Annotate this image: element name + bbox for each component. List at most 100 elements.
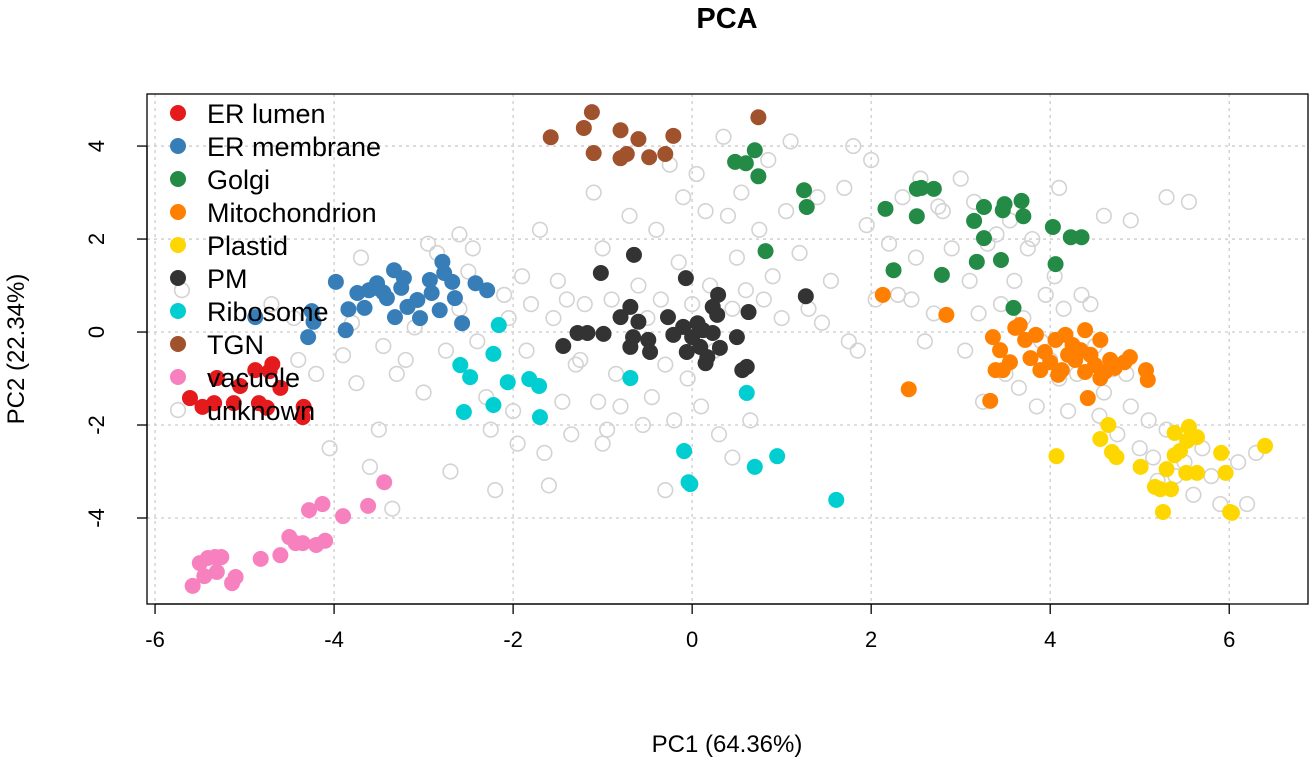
data-point: [677, 270, 694, 287]
data-point: [738, 358, 755, 375]
data-point: [836, 179, 853, 197]
data-point: [227, 569, 244, 586]
data-point: [1239, 495, 1256, 513]
data-point: [1145, 449, 1162, 466]
data-point: [934, 203, 951, 220]
data-point: [894, 189, 911, 206]
data-point: [908, 208, 925, 225]
data-point: [1092, 430, 1109, 447]
data-point: [1022, 350, 1039, 367]
data-point: [711, 339, 728, 356]
data-point: [499, 374, 516, 391]
data-point: [594, 435, 611, 452]
data-point: [733, 184, 750, 201]
data-point: [585, 145, 602, 162]
data-point: [272, 547, 289, 564]
data-point: [1051, 179, 1068, 197]
data-point: [874, 286, 891, 303]
data-point: [335, 508, 352, 525]
data-point: [352, 249, 370, 266]
data-point: [575, 119, 592, 136]
data-point: [845, 137, 862, 155]
data-point: [301, 502, 318, 519]
data-point: [863, 151, 880, 169]
data-point: [549, 272, 566, 289]
data-point: [719, 207, 737, 224]
data-point: [1222, 503, 1239, 520]
series-golgi: [727, 142, 1090, 316]
y-tick-label: -2: [84, 415, 109, 435]
data-point: [1079, 390, 1096, 407]
data-point: [542, 129, 559, 146]
data-point: [462, 369, 479, 386]
data-point: [263, 296, 280, 313]
data-point: [545, 309, 562, 327]
data-point: [930, 198, 947, 215]
data-point: [913, 179, 930, 196]
data-point: [327, 273, 344, 290]
data-point: [751, 221, 768, 238]
x-axis-label: PC1 (64.36%): [652, 731, 803, 758]
data-point: [657, 356, 674, 373]
data-point: [916, 333, 933, 350]
data-point: [992, 342, 1009, 359]
legend-label: Plastid: [207, 231, 288, 261]
data-point: [1006, 272, 1023, 289]
data-point: [437, 342, 455, 359]
data-point: [630, 131, 647, 148]
data-point: [452, 357, 469, 374]
data-point: [261, 363, 278, 380]
data-point: [576, 296, 593, 313]
data-point: [682, 476, 699, 493]
legend-label: unknown: [207, 396, 315, 426]
data-point: [388, 365, 405, 382]
data-point: [451, 226, 468, 243]
series-unknown: [173, 128, 1265, 517]
data-point: [742, 412, 759, 429]
data-point: [482, 421, 499, 438]
data-point: [678, 344, 695, 361]
data-point: [409, 291, 426, 308]
data-point: [590, 393, 607, 410]
x-tick-label: -6: [145, 627, 165, 652]
data-point: [247, 309, 264, 326]
data-point: [290, 351, 307, 369]
data-point: [572, 351, 589, 369]
data-point: [952, 170, 969, 187]
data-point: [213, 549, 230, 566]
legend-label: Ribosome: [207, 297, 329, 327]
data-point: [724, 449, 741, 466]
data-point: [715, 128, 732, 145]
data-point: [1027, 326, 1044, 343]
data-point: [996, 196, 1013, 213]
data-point: [692, 398, 710, 415]
legend-marker: [170, 105, 186, 121]
data-point: [710, 426, 728, 443]
data-point: [798, 198, 815, 215]
y-tick-label: 2: [84, 233, 109, 245]
data-point: [442, 463, 459, 480]
data-point: [446, 290, 463, 307]
data-point: [386, 309, 403, 326]
data-point: [397, 351, 414, 369]
data-point: [992, 251, 1009, 268]
data-point: [464, 240, 481, 257]
data-point: [1055, 300, 1072, 317]
data-point: [583, 104, 600, 121]
data-point: [444, 273, 461, 290]
data-point: [1158, 461, 1175, 478]
data-point: [1166, 424, 1183, 441]
data-point: [196, 568, 213, 585]
data-point: [1044, 218, 1061, 235]
data-point: [522, 296, 540, 313]
data-point: [982, 392, 999, 409]
data-point: [643, 389, 660, 406]
data-point: [1010, 379, 1027, 396]
data-point: [750, 109, 767, 126]
data-point: [415, 384, 432, 401]
data-point: [760, 151, 777, 169]
data-point: [585, 184, 602, 201]
data-point: [652, 291, 669, 308]
data-point: [1053, 362, 1070, 379]
